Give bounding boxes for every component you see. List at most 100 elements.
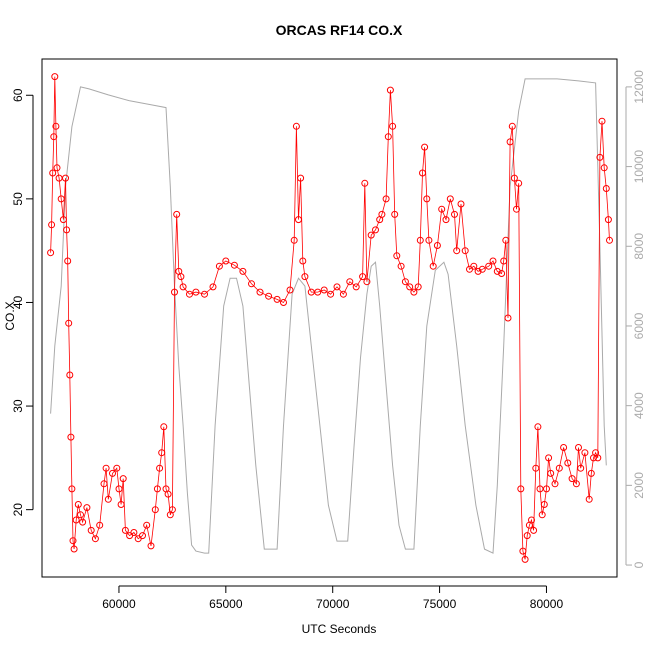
co-data-point (493, 267, 501, 275)
co-data-point (119, 475, 127, 483)
co-data-point (384, 133, 392, 141)
co-data-point (164, 490, 172, 498)
co-data-point (361, 179, 369, 187)
co-data-point (109, 469, 116, 477)
y2-tick-label: 4000 (632, 392, 646, 419)
co-data-point (113, 464, 121, 472)
co-data-point (540, 501, 548, 508)
x-tick-label: 60000 (102, 597, 136, 611)
co-data-point (292, 122, 300, 130)
co-data-point (478, 265, 486, 273)
x-tick-label: 65000 (209, 597, 243, 611)
co-data-point (538, 511, 546, 519)
altitude-line (50, 78, 607, 554)
co-data-point (508, 122, 516, 130)
co-data-point (551, 480, 559, 488)
co-data-point (545, 454, 553, 462)
co-data-point (147, 542, 155, 550)
x-axis-label: UTC Seconds (302, 622, 377, 636)
co-data-point (453, 247, 461, 255)
co-data-point (602, 185, 610, 192)
co-data-point (102, 464, 110, 472)
co-data-point (391, 210, 399, 218)
co-data-point (502, 236, 510, 244)
co-data-point (295, 216, 302, 224)
co-data-point (273, 295, 281, 303)
co-data-point (63, 226, 71, 234)
co-data-point (500, 257, 508, 265)
co-data-point (301, 273, 309, 281)
co-data-point (421, 143, 429, 151)
co-data-point (74, 501, 82, 508)
co-data-point (87, 526, 95, 534)
plot-border (41, 58, 618, 578)
co-data-point (79, 518, 87, 526)
co-data-point (49, 169, 57, 177)
co-data-point (528, 516, 535, 524)
co-data-point (130, 529, 138, 536)
co-data-point (143, 521, 151, 529)
co-data-point (168, 506, 176, 514)
co-data-point (151, 506, 159, 514)
co-data-point (59, 216, 67, 224)
co-data-point (290, 236, 298, 244)
co-data-point (498, 270, 506, 277)
co-data-point (382, 195, 390, 203)
co-data-point (160, 423, 168, 431)
co-series (47, 73, 613, 563)
co-data-point (378, 210, 386, 218)
co-data-point (489, 257, 497, 265)
x-tick-label: 75000 (423, 597, 457, 611)
co-data-point (414, 283, 422, 291)
co-data-point (555, 464, 563, 472)
co-data-point (461, 247, 469, 255)
co-data-point (320, 286, 328, 294)
co-data-point (48, 221, 56, 229)
co-data-point (91, 535, 99, 543)
co-data-point (314, 288, 322, 296)
co-data-point (186, 290, 193, 298)
co-data-point (423, 195, 431, 203)
co-data-point (547, 469, 555, 477)
co-data-point (230, 261, 238, 269)
co-data-point (96, 521, 104, 529)
co-data-point (248, 280, 255, 288)
co-data-point (171, 288, 178, 296)
co-data-point (67, 433, 75, 441)
co-data-point (600, 164, 608, 172)
co-data-point (100, 480, 108, 488)
y2-tick-label: 10000 (632, 150, 646, 184)
co-data-point (70, 545, 78, 553)
co-data-point (327, 290, 335, 298)
co-data-point (485, 262, 493, 270)
co-data-point (575, 444, 582, 451)
co-data-point (406, 283, 414, 291)
co-data-point (474, 267, 482, 275)
co-data-point (568, 475, 576, 483)
co-data-point (401, 278, 409, 286)
co-data-point (239, 267, 247, 275)
co-data-point (604, 216, 612, 224)
co-data-point (66, 371, 74, 379)
co-data-point (53, 164, 61, 172)
co-data-point (543, 485, 550, 493)
co-data-point (299, 257, 307, 265)
co-data-point (346, 278, 354, 286)
co-data-point (504, 314, 512, 322)
co-data-point (83, 504, 91, 512)
co-data-point (425, 236, 433, 244)
co-data-point (530, 526, 538, 534)
co-data-point (139, 532, 146, 540)
co-data-point (470, 262, 478, 270)
co-data-point (429, 262, 437, 270)
co-data-point (352, 283, 360, 291)
x-tick-label: 70000 (316, 597, 350, 611)
co-data-point (256, 288, 264, 296)
co-data-point (177, 273, 185, 281)
co-data-point (506, 138, 514, 146)
co-data-point (585, 495, 593, 503)
co-data-point (117, 501, 125, 508)
co-data-point (104, 495, 112, 503)
co-data-point (153, 485, 161, 493)
co-data-point (451, 210, 458, 218)
